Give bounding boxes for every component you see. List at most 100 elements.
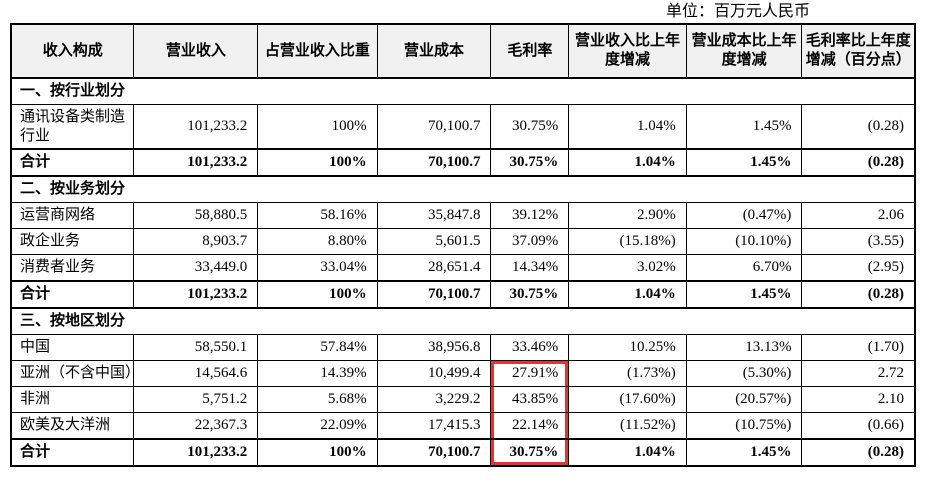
cell-margin-yoy: (3.55) [801,228,916,255]
table-row: 政企业务 8,903.7 8.80% 5,601.5 37.09% (15.18… [10,228,916,255]
cell-gross-margin-highlighted: 27.91% [490,359,570,387]
cell-revenue: 58,880.5 [133,202,259,229]
cell-cost-yoy: 1.45% [685,148,803,178]
section-row-by-region: 三、按地区划分 [10,307,916,335]
row-label: 合计 [10,148,135,178]
cell-margin-yoy: (2.95) [801,254,916,282]
cell-revenue: 101,233.2 [133,148,259,178]
cell-margin-yoy: (1.70) [801,333,916,361]
row-label: 消费者业务 [10,254,135,282]
cell-cost: 38,956.8 [376,333,492,361]
table-row: 非洲 5,751.2 5.68% 3,229.2 43.85% (17.60%)… [10,385,916,413]
cell-revenue: 14,564.6 [133,359,259,387]
cell-cost: 70,100.7 [376,280,492,309]
cell-revenue-yoy: (1.73%) [568,359,687,387]
row-label: 合计 [10,280,135,309]
cell-cost: 70,100.7 [376,437,492,467]
table-row: 运营商网络 58,880.5 58.16% 35,847.8 39.12% 2.… [10,202,916,229]
cell-cost-yoy: (0.47%) [685,202,803,229]
cell-cost-yoy: (10.75%) [685,411,803,440]
section-title: 二、按业务划分 [10,175,916,204]
cell-margin-yoy: (0.28) [801,280,916,309]
cell-cost: 70,100.7 [376,103,492,150]
cell-revenue-share: 100% [257,103,378,150]
cell-revenue-share: 57.84% [257,333,378,361]
cell-margin-yoy: (0.28) [801,103,916,150]
section-row-by-industry: 一、按行业划分 [10,77,916,105]
column-header-gross-margin: 毛利率 [490,23,570,79]
cell-revenue-yoy: 2.90% [568,202,687,229]
cell-margin-yoy: (0.66) [801,411,916,440]
cell-cost: 70,100.7 [376,148,492,178]
cell-revenue-yoy: 1.04% [568,103,687,150]
cell-margin-yoy: 2.72 [801,359,916,387]
column-header-cost-yoy: 营业成本比上年度增减 [685,23,803,79]
cell-revenue-share: 100% [257,280,378,309]
row-label: 非洲 [10,385,135,413]
total-row-by-region: 合计 101,233.2 100% 70,100.7 30.75% 1.04% … [10,437,916,467]
cell-revenue-yoy: 1.04% [568,148,687,178]
cell-revenue-yoy: (11.52%) [568,411,687,440]
column-header-revenue: 营业收入 [133,23,259,79]
cell-cost-yoy: 13.13% [685,333,803,361]
cell-margin-yoy: (0.28) [801,437,916,467]
cell-cost: 10,499.4 [376,359,492,387]
cell-revenue-yoy: 1.04% [568,437,687,467]
cell-gross-margin-highlighted: 30.75% [490,437,570,467]
cell-gross-margin: 30.75% [490,148,570,178]
table-header-row: 收入构成 营业收入 占营业收入比重 营业成本 毛利率 营业收入比上年度增减 营业… [10,23,916,79]
table-row: 中国 58,550.1 57.84% 38,956.8 33.46% 10.25… [10,333,916,361]
cell-gross-margin: 33.46% [490,333,570,361]
table-row: 亚洲（不含中国） 14,564.6 14.39% 10,499.4 27.91%… [10,359,916,387]
unit-label: 单位：百万元人民币 [665,3,810,20]
cell-cost-yoy: 1.45% [685,103,803,150]
cell-cost-yoy: 1.45% [685,437,803,467]
revenue-composition-table: 收入构成 营业收入 占营业收入比重 营业成本 毛利率 营业收入比上年度增减 营业… [10,23,916,467]
cell-revenue-share: 5.68% [257,385,378,413]
row-label: 政企业务 [10,228,135,255]
cell-gross-margin: 39.12% [490,202,570,229]
row-label: 欧美及大洋洲 [10,411,135,440]
row-label: 合计 [10,437,135,467]
cell-cost: 17,415.3 [376,411,492,440]
section-title: 三、按地区划分 [10,307,916,335]
column-header-margin-yoy: 毛利率比上年度增减（百分点） [801,23,916,79]
cell-gross-margin: 37.09% [490,228,570,255]
document-page: 单位：百万元人民币 收入构成 营业收入 占营业收入比重 营业成本 毛利率 营业收… [10,3,916,467]
cell-revenue-share: 33.04% [257,254,378,282]
cell-cost-yoy: 6.70% [685,254,803,282]
total-row-by-business: 合计 101,233.2 100% 70,100.7 30.75% 1.04% … [10,280,916,309]
cell-cost: 5,601.5 [376,228,492,255]
row-label: 亚洲（不含中国） [10,359,135,387]
cell-gross-margin-highlighted: 22.14% [490,411,570,440]
row-label: 运营商网络 [10,202,135,229]
column-header-revenue-yoy: 营业收入比上年度增减 [568,23,687,79]
cell-revenue: 8,903.7 [133,228,259,255]
table-row: 消费者业务 33,449.0 33.04% 28,651.4 14.34% 3.… [10,254,916,282]
cell-gross-margin: 30.75% [490,280,570,309]
cell-revenue: 33,449.0 [133,254,259,282]
cell-cost: 35,847.8 [376,202,492,229]
cell-revenue-yoy: 1.04% [568,280,687,309]
cell-revenue-share: 22.09% [257,411,378,440]
cell-revenue: 101,233.2 [133,280,259,309]
cell-cost-yoy: (5.30%) [685,359,803,387]
section-row-by-business: 二、按业务划分 [10,175,916,204]
cell-revenue: 58,550.1 [133,333,259,361]
cell-margin-yoy: (0.28) [801,148,916,178]
cell-gross-margin: 30.75% [490,103,570,150]
cell-margin-yoy: 2.06 [801,202,916,229]
cell-cost: 28,651.4 [376,254,492,282]
cell-revenue-share: 8.80% [257,228,378,255]
cell-revenue-yoy: (17.60%) [568,385,687,413]
cell-revenue-share: 14.39% [257,359,378,387]
cell-revenue-yoy: (15.18%) [568,228,687,255]
cell-cost-yoy: (10.10%) [685,228,803,255]
column-header-revenue-composition: 收入构成 [10,23,135,79]
column-header-revenue-share: 占营业收入比重 [257,23,378,79]
cell-cost-yoy: (20.57%) [685,385,803,413]
total-row-by-industry: 合计 101,233.2 100% 70,100.7 30.75% 1.04% … [10,148,916,178]
table-row: 欧美及大洋洲 22,367.3 22.09% 17,415.3 22.14% (… [10,411,916,440]
cell-revenue: 22,367.3 [133,411,259,440]
section-title: 一、按行业划分 [10,77,916,105]
